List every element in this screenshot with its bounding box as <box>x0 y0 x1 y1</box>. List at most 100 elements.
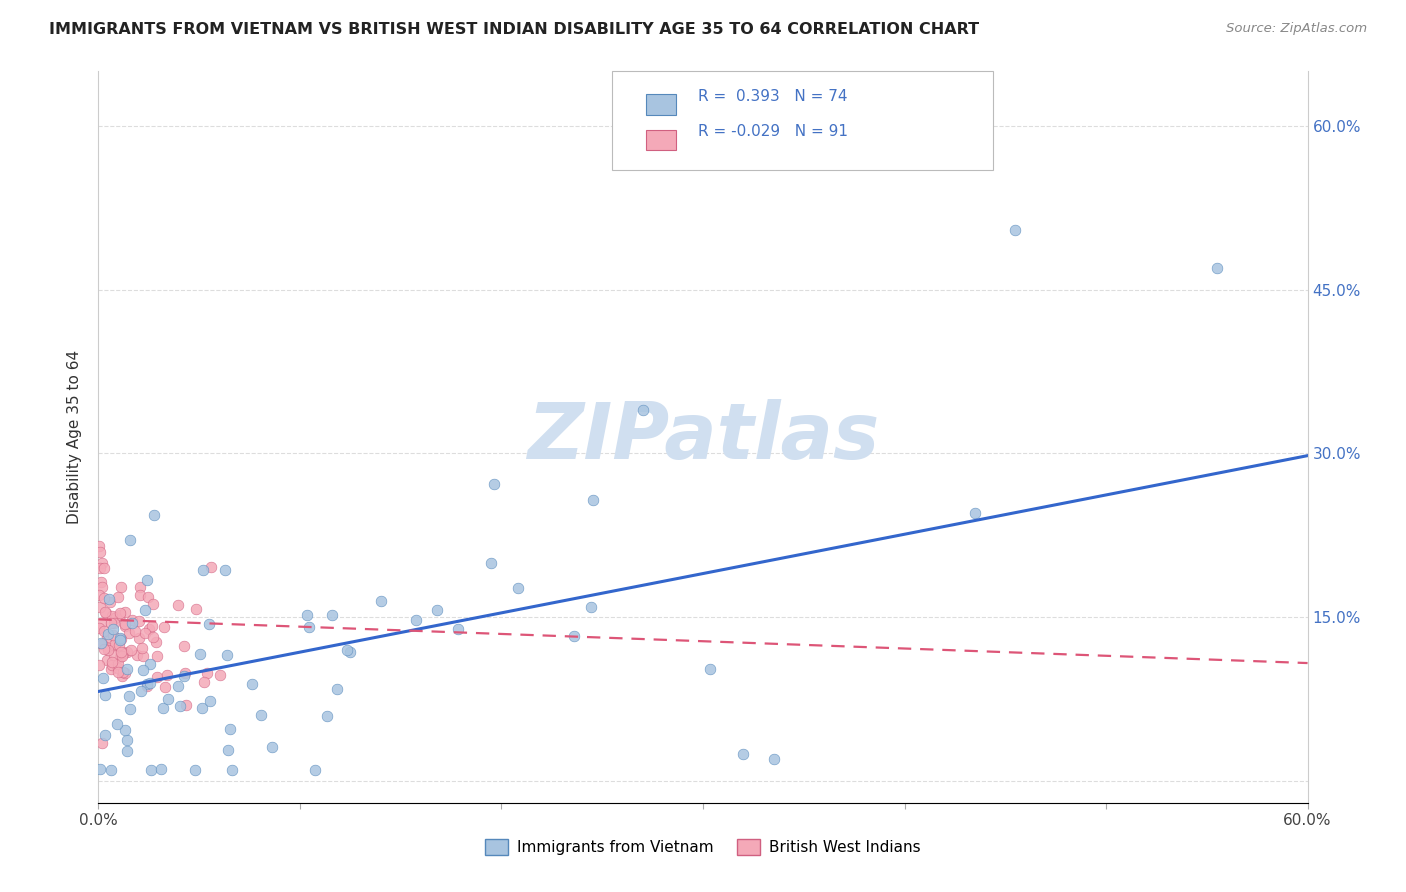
Point <box>198 617 221 632</box>
Point <box>120 642 142 657</box>
Point <box>217 743 239 757</box>
Point <box>128 631 150 645</box>
Point <box>97 627 120 641</box>
Point <box>104 611 127 625</box>
Point <box>101 656 124 670</box>
Point <box>405 614 427 628</box>
Point <box>93 591 115 606</box>
Point <box>145 635 167 649</box>
Point <box>107 665 129 679</box>
Point <box>506 581 529 595</box>
Point <box>93 624 115 638</box>
Point <box>136 680 159 694</box>
Point <box>208 668 231 682</box>
Point <box>114 723 136 737</box>
Point <box>111 646 134 660</box>
Point <box>214 562 236 576</box>
Point <box>89 621 111 635</box>
Point <box>699 662 721 676</box>
Point <box>110 648 132 663</box>
Point <box>166 598 188 612</box>
Point <box>193 674 215 689</box>
Point <box>200 559 222 574</box>
FancyBboxPatch shape <box>613 71 993 170</box>
Point <box>94 688 117 702</box>
Point <box>316 708 339 723</box>
Point <box>631 402 654 417</box>
Point <box>94 728 117 742</box>
Point <box>103 616 125 631</box>
Point <box>321 607 343 622</box>
Point <box>90 637 112 651</box>
Point <box>167 679 190 693</box>
Point <box>134 603 156 617</box>
Point <box>121 615 143 630</box>
Point <box>447 622 470 636</box>
Point <box>114 619 136 633</box>
Point <box>132 663 155 677</box>
FancyBboxPatch shape <box>647 95 676 114</box>
Point <box>240 677 263 691</box>
Point <box>129 684 152 698</box>
Point <box>155 680 177 694</box>
Point <box>174 666 197 681</box>
Point <box>117 644 139 658</box>
Point <box>100 763 122 777</box>
Point <box>114 605 136 619</box>
Point <box>582 492 605 507</box>
Point <box>141 597 163 611</box>
Point <box>118 702 141 716</box>
Point <box>153 619 176 633</box>
Point <box>118 626 141 640</box>
Text: IMMIGRANTS FROM VIETNAM VS BRITISH WEST INDIAN DISABILITY AGE 35 TO 64 CORRELATI: IMMIGRANTS FROM VIETNAM VS BRITISH WEST … <box>49 22 980 37</box>
Point <box>107 657 129 672</box>
Point <box>103 648 125 663</box>
Point <box>89 657 111 672</box>
Point <box>96 630 118 644</box>
Legend: Immigrants from Vietnam, British West Indians: Immigrants from Vietnam, British West In… <box>479 833 927 861</box>
Point <box>110 645 132 659</box>
Point <box>198 693 221 707</box>
Point <box>114 616 136 631</box>
Point <box>93 641 115 656</box>
Point <box>1206 260 1229 275</box>
Text: ZIPatlas: ZIPatlas <box>527 399 879 475</box>
Point <box>156 668 179 682</box>
Point <box>326 682 349 697</box>
Point <box>101 658 124 673</box>
Point <box>101 622 124 636</box>
Point <box>115 732 138 747</box>
Point <box>107 638 129 652</box>
Text: Source: ZipAtlas.com: Source: ZipAtlas.com <box>1226 22 1367 36</box>
Point <box>336 642 359 657</box>
Point <box>97 643 120 657</box>
Point <box>152 700 174 714</box>
Point <box>110 580 132 594</box>
Point <box>121 613 143 627</box>
Point <box>127 648 149 662</box>
Point <box>304 763 326 777</box>
Point <box>426 603 449 617</box>
Point <box>138 675 160 690</box>
Point <box>104 610 127 624</box>
Point <box>136 677 159 691</box>
Point <box>114 666 136 681</box>
Point <box>250 708 273 723</box>
Point <box>146 648 169 663</box>
Point <box>108 633 131 648</box>
Point <box>89 539 111 553</box>
Point <box>481 556 503 570</box>
Point <box>138 657 160 671</box>
Point <box>111 669 134 683</box>
Point <box>96 653 118 667</box>
Point <box>733 747 755 761</box>
Point <box>110 650 132 665</box>
Point <box>94 605 117 619</box>
Point <box>118 533 141 547</box>
Point <box>128 614 150 628</box>
Point <box>149 762 172 776</box>
Point <box>107 661 129 675</box>
Point <box>173 668 195 682</box>
Point <box>173 639 195 653</box>
Point <box>118 689 141 703</box>
